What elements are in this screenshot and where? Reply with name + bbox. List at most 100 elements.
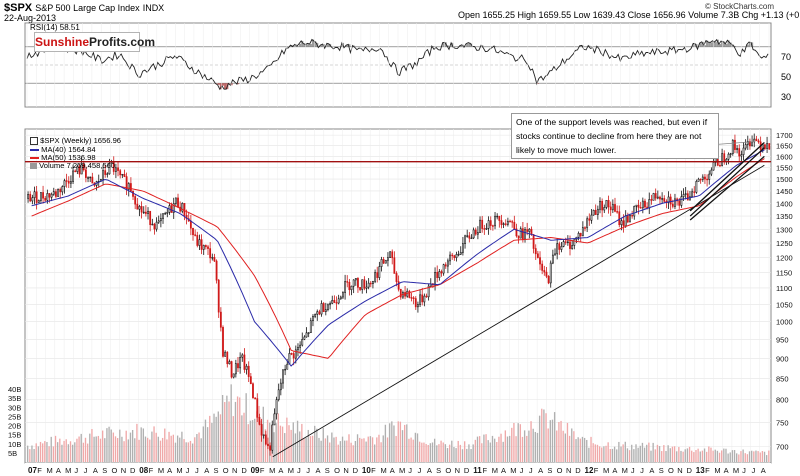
candle-body <box>551 254 554 264</box>
candle-body <box>654 193 657 199</box>
volume-bar <box>581 436 584 462</box>
candle-body <box>624 215 627 227</box>
candle-body <box>339 296 342 300</box>
volume-bar <box>101 430 104 462</box>
volume-bar <box>453 447 455 462</box>
rsi-overbought-fill <box>468 42 471 47</box>
volume-tick-label: 20B <box>8 422 21 431</box>
month-tick-label: N <box>566 466 571 475</box>
candle-body <box>680 196 683 206</box>
candle-body <box>494 215 496 227</box>
candle-body <box>626 215 629 223</box>
rsi-overbought-fill <box>446 45 449 47</box>
volume-bar <box>277 413 279 462</box>
price-tick-label: 800 <box>776 396 789 405</box>
volume-bar <box>247 424 249 462</box>
candle-body <box>691 191 694 198</box>
rsi-overbought-fill <box>466 43 469 47</box>
candle-body <box>108 162 111 175</box>
volume-bar <box>230 384 232 462</box>
candle-body <box>40 192 42 201</box>
volume-bar <box>206 427 209 462</box>
volume-bar <box>429 443 432 462</box>
price-tick-label: 1400 <box>776 199 793 208</box>
candle-body <box>601 200 604 211</box>
candle-body <box>78 166 81 175</box>
month-tick-label: A <box>56 466 61 475</box>
candle-body <box>689 196 691 201</box>
volume-tick-label: 40B <box>8 385 21 394</box>
volume-bar <box>590 436 592 462</box>
volume-bar <box>691 450 693 462</box>
candle-body <box>262 434 265 436</box>
candle-body <box>650 199 653 201</box>
candle-body <box>768 143 771 150</box>
month-tick-label: S <box>547 466 552 475</box>
candle-body <box>614 204 616 212</box>
candle-body <box>637 204 640 208</box>
volume-bar <box>82 442 85 462</box>
month-tick-label: O <box>557 466 563 475</box>
month-tick-label: D <box>130 466 136 475</box>
price-tick-label: 1000 <box>776 317 793 326</box>
volume-bar <box>549 420 551 462</box>
rsi-overbought-fill <box>703 45 707 47</box>
candle-body <box>487 220 490 229</box>
candle-body <box>279 382 282 391</box>
support-lines <box>25 141 771 458</box>
volume-bar <box>425 443 427 462</box>
candle-body <box>320 303 323 315</box>
volume-bar <box>187 442 189 462</box>
candle-body <box>699 178 702 181</box>
volume-bar <box>27 445 29 462</box>
annotation-box: One of the support levels was reached, b… <box>511 113 719 159</box>
volume-bar <box>485 434 487 462</box>
rsi-label: RSI(14) 58.51 <box>30 23 80 32</box>
volume-bar <box>736 453 738 462</box>
volume-bar <box>579 438 581 462</box>
month-tick-label: J <box>306 466 310 475</box>
volume-bar <box>742 449 744 462</box>
price-tick-label: 1350 <box>776 212 793 221</box>
volume-bar <box>99 438 102 462</box>
volume-bar <box>744 453 746 462</box>
candle-body <box>566 241 569 243</box>
candle-body <box>444 264 447 267</box>
volume-bar <box>316 428 318 462</box>
volume-bar <box>279 425 282 462</box>
candle-body <box>502 223 505 225</box>
price-tick-label: 700 <box>776 443 789 452</box>
volume-bar <box>121 436 123 462</box>
volume-bar <box>284 433 286 462</box>
volume-bar <box>339 441 342 462</box>
rsi-overbought-fill <box>311 39 315 47</box>
volume-bar <box>258 405 260 462</box>
volume-bar <box>729 452 731 462</box>
candle-body <box>211 257 214 259</box>
volume-bar <box>759 452 761 462</box>
candle-body <box>541 263 544 271</box>
volume-bar <box>116 438 119 462</box>
candle-body <box>466 235 469 237</box>
candle-body <box>704 176 706 180</box>
candle-body <box>382 259 385 264</box>
volume-bar <box>138 439 140 462</box>
volume-bar <box>594 444 596 462</box>
candle-body <box>119 170 122 176</box>
candle-body <box>581 227 584 237</box>
candle-body <box>365 286 368 289</box>
month-tick-label: J <box>195 466 199 475</box>
candle-body <box>29 194 32 202</box>
volume-bar <box>461 449 464 462</box>
x-axis-band <box>25 463 771 476</box>
candle-body <box>746 141 749 145</box>
volume-bar <box>478 436 481 462</box>
candle-body <box>387 257 389 261</box>
volume-bar <box>269 422 271 462</box>
volume-bar <box>219 414 222 462</box>
candle-body <box>414 298 417 308</box>
rsi-overbought-fill <box>309 44 312 47</box>
volume-bar <box>506 436 509 462</box>
candle-body <box>37 200 40 203</box>
volume-bar <box>33 449 35 462</box>
